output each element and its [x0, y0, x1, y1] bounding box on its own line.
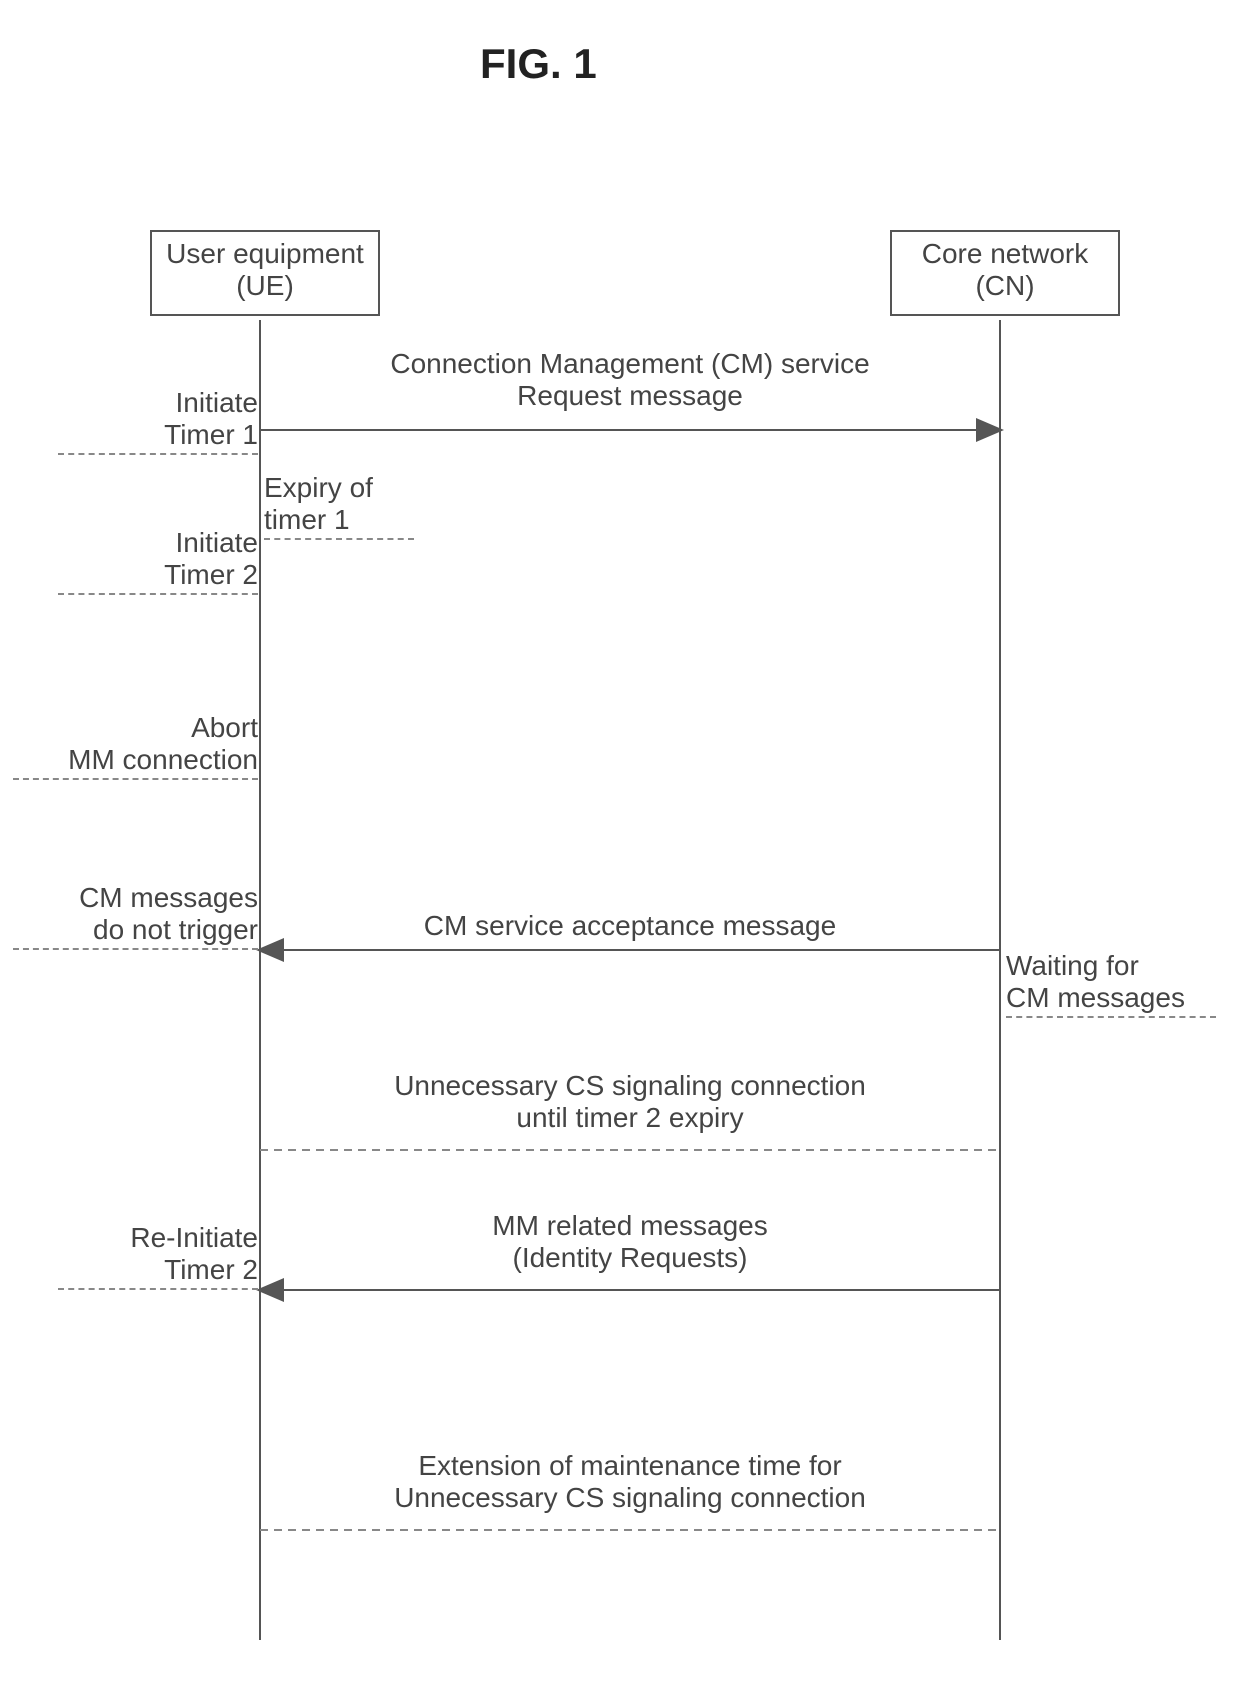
message-label: Extension of maintenance time for Unnece… — [260, 1450, 1000, 1514]
actor-cn: Core network (CN) — [890, 230, 1120, 316]
lifeline-ue — [259, 320, 261, 1640]
ue-side-note: Initiate Timer 1 — [58, 387, 258, 455]
message-label: CM service acceptance message — [260, 910, 1000, 942]
message-label: Unnecessary CS signaling connection unti… — [260, 1070, 1000, 1134]
ue-side-note: Re-Initiate Timer 2 — [58, 1222, 258, 1290]
figure-title: FIG. 1 — [480, 40, 597, 88]
ue-side-note: Abort MM connection — [13, 712, 258, 780]
ue-side-note: Initiate Timer 2 — [58, 527, 258, 595]
diagram-container: { "figure": { "title": "FIG. 1", "title_… — [0, 0, 1240, 1688]
actor-ue: User equipment (UE) — [150, 230, 380, 316]
message-label: Connection Management (CM) service Reque… — [260, 348, 1000, 412]
ue-side-note: CM messages do not trigger — [13, 882, 258, 950]
message-label: MM related messages (Identity Requests) — [260, 1210, 1000, 1274]
lifeline-cn — [999, 320, 1001, 1640]
cn-side-note: Waiting for CM messages — [1006, 950, 1216, 1018]
ue-inline-note: Expiry of timer 1 — [264, 472, 414, 540]
